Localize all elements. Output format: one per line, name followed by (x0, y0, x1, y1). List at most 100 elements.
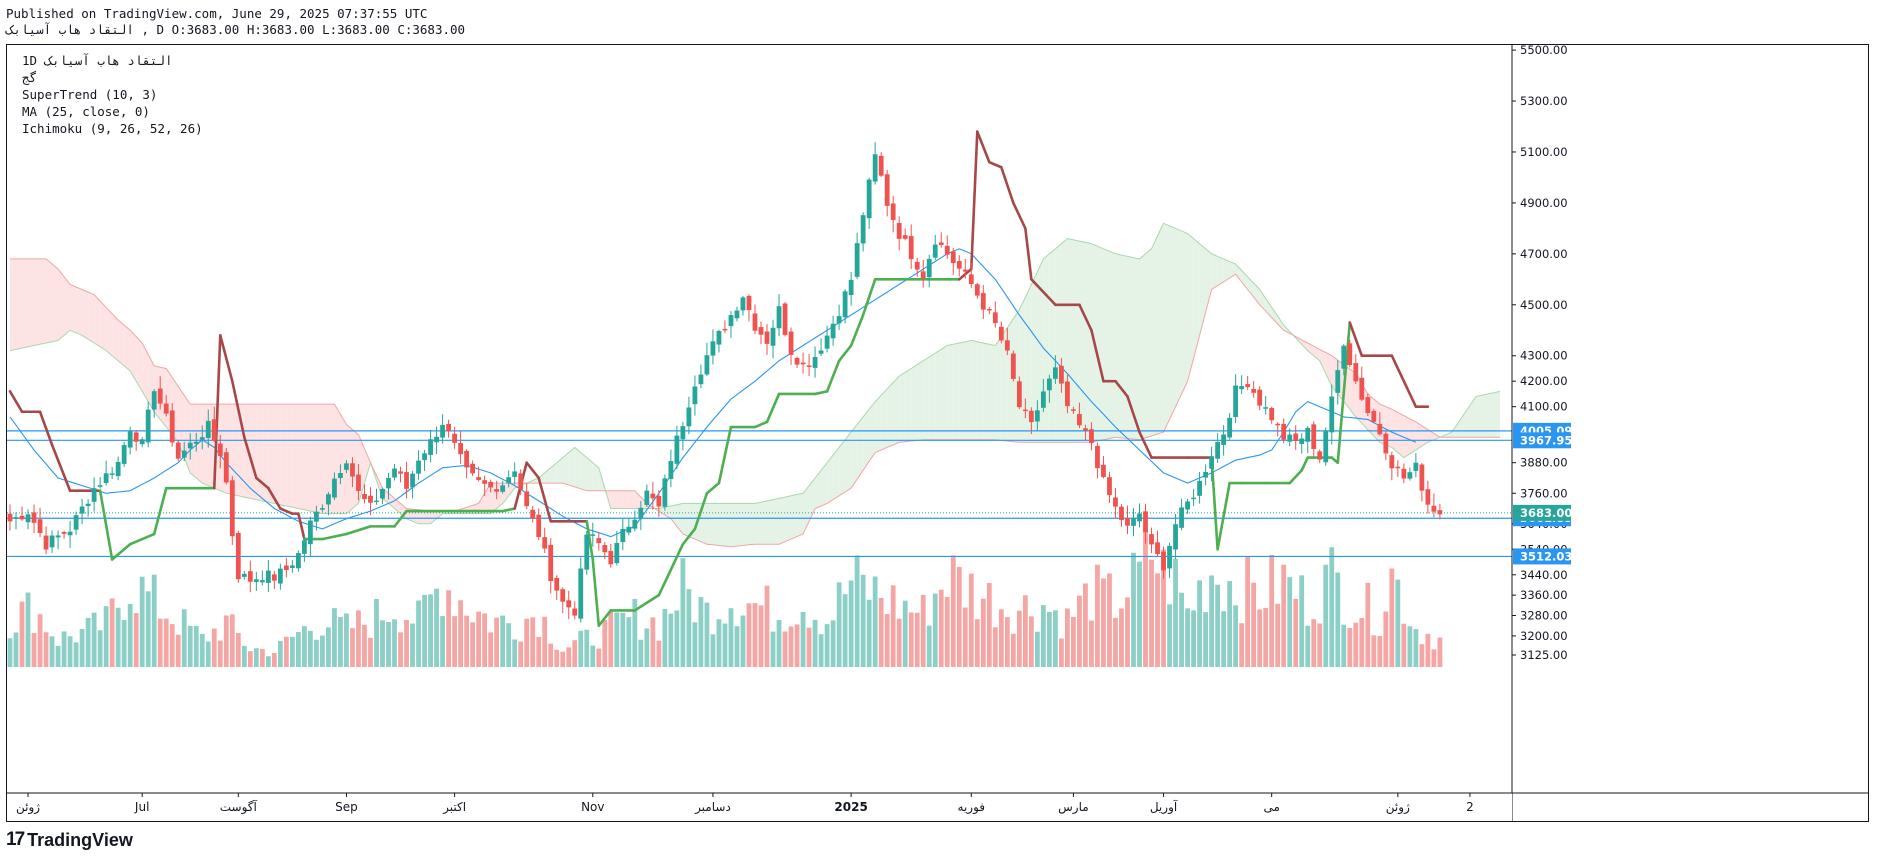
price-chart[interactable]: 3125.003200.003280.003360.003440.003540.… (7, 45, 1868, 821)
candle-body (7, 513, 13, 522)
cloud-segment (1481, 393, 1488, 438)
cloud-segment (736, 503, 743, 547)
volume-bar (55, 645, 61, 667)
volume-bar (1233, 605, 1239, 667)
cloud-segment (1265, 298, 1272, 318)
volume-bar (440, 616, 445, 667)
candle-body (1245, 384, 1251, 388)
candle-body (1155, 542, 1160, 555)
candle-body (968, 274, 974, 285)
cloud-segment (316, 404, 323, 514)
candle-body (25, 514, 31, 523)
volume-bar (548, 643, 554, 667)
volume-bar (1329, 547, 1335, 667)
candle-body (1227, 417, 1233, 438)
candle-body (217, 443, 223, 456)
volume-bar (97, 630, 103, 667)
candle-body (926, 258, 932, 278)
volume-bar (1293, 598, 1299, 667)
candle-body (283, 565, 289, 571)
y-tick-label: 3760.00 (1520, 486, 1568, 500)
legend-supertrend[interactable]: SuperTrend (10, 3) (22, 87, 158, 102)
supertrend-segment (1126, 395, 1141, 434)
candle-body (710, 341, 716, 356)
cloud-segment (803, 485, 810, 535)
volume-bar (320, 635, 325, 667)
candle-body (67, 531, 73, 536)
cloud-segment (742, 503, 749, 546)
cloud-segment (658, 507, 665, 515)
candle-body (187, 442, 193, 449)
cloud-segment (136, 336, 143, 392)
candle-body (344, 463, 349, 470)
cloud-segment (670, 504, 677, 527)
supertrend-segment (218, 334, 234, 383)
candle-body (181, 450, 187, 458)
legend-ichimoku[interactable]: Ichimoku (9, 26, 52, 26) (22, 121, 203, 136)
volume-bar (494, 617, 500, 667)
volume-bar (103, 606, 109, 667)
volume-bar (1167, 604, 1172, 667)
cloud-segment (94, 294, 101, 347)
candle-body (542, 537, 548, 549)
volume-bar (698, 597, 704, 667)
volume-bar (235, 632, 241, 667)
candle-body (338, 473, 343, 479)
candle-body (97, 485, 103, 487)
cloud-segment (1271, 307, 1278, 324)
legend-moving-average[interactable]: MA (25, close, 0) (22, 104, 150, 119)
cloud-segment (46, 258, 53, 343)
volume-bar (13, 632, 19, 667)
volume-bar (614, 612, 620, 667)
candle-body (638, 507, 644, 518)
cloud-segment (1319, 349, 1326, 374)
senkou-span-b (10, 258, 1500, 548)
supertrend-segment (393, 509, 408, 528)
supertrend-segment (279, 507, 294, 515)
volume-bar (374, 599, 379, 667)
candle-body (19, 515, 25, 520)
chart-frame[interactable]: 3125.003200.003280.003360.003440.003540.… (6, 44, 1869, 822)
cloud-segment (544, 467, 551, 484)
supertrend-segment (1138, 430, 1153, 459)
tradingview-brand[interactable]: 17 TradingView (6, 829, 133, 851)
cloud-segment (1061, 238, 1068, 443)
candle-body (386, 478, 391, 489)
candle-body (368, 495, 373, 503)
price-scale-bg (1512, 45, 1868, 821)
volume-bar (1077, 595, 1082, 667)
candle-body (602, 544, 608, 553)
supertrend-segment (969, 130, 979, 271)
candle-body (85, 503, 91, 507)
candle-body (608, 551, 614, 565)
brand-name: TradingView (27, 829, 133, 850)
candle-body (199, 437, 205, 440)
volume-bar (1143, 529, 1148, 667)
volume-bar (1353, 622, 1359, 667)
candle-body (380, 488, 385, 499)
candle-body (722, 328, 728, 331)
cloud-segment (1043, 253, 1050, 443)
volume-bar (1016, 610, 1022, 667)
volume-bar (1263, 607, 1269, 667)
volume-bar (1227, 581, 1233, 667)
supertrend-segment (825, 359, 841, 393)
candle-body (572, 608, 578, 616)
cloud-segment (532, 477, 539, 484)
volume-bar (722, 623, 728, 667)
volume-bar (710, 634, 716, 667)
volume-bar (398, 632, 403, 667)
candle-body (169, 410, 175, 443)
candle-body (1311, 424, 1317, 449)
horizontal-price-levels (7, 430, 1512, 558)
cloud-segment (899, 372, 906, 443)
cloud-segment (76, 286, 83, 336)
tradingview-logo-icon: 17 (6, 829, 25, 850)
volume-bar (824, 624, 830, 667)
volume-bar (512, 639, 518, 667)
candle-body (752, 313, 758, 331)
volume-bar (43, 632, 49, 667)
volume-bar (61, 631, 67, 667)
volume-bar (800, 611, 806, 667)
candle-body (422, 453, 427, 461)
